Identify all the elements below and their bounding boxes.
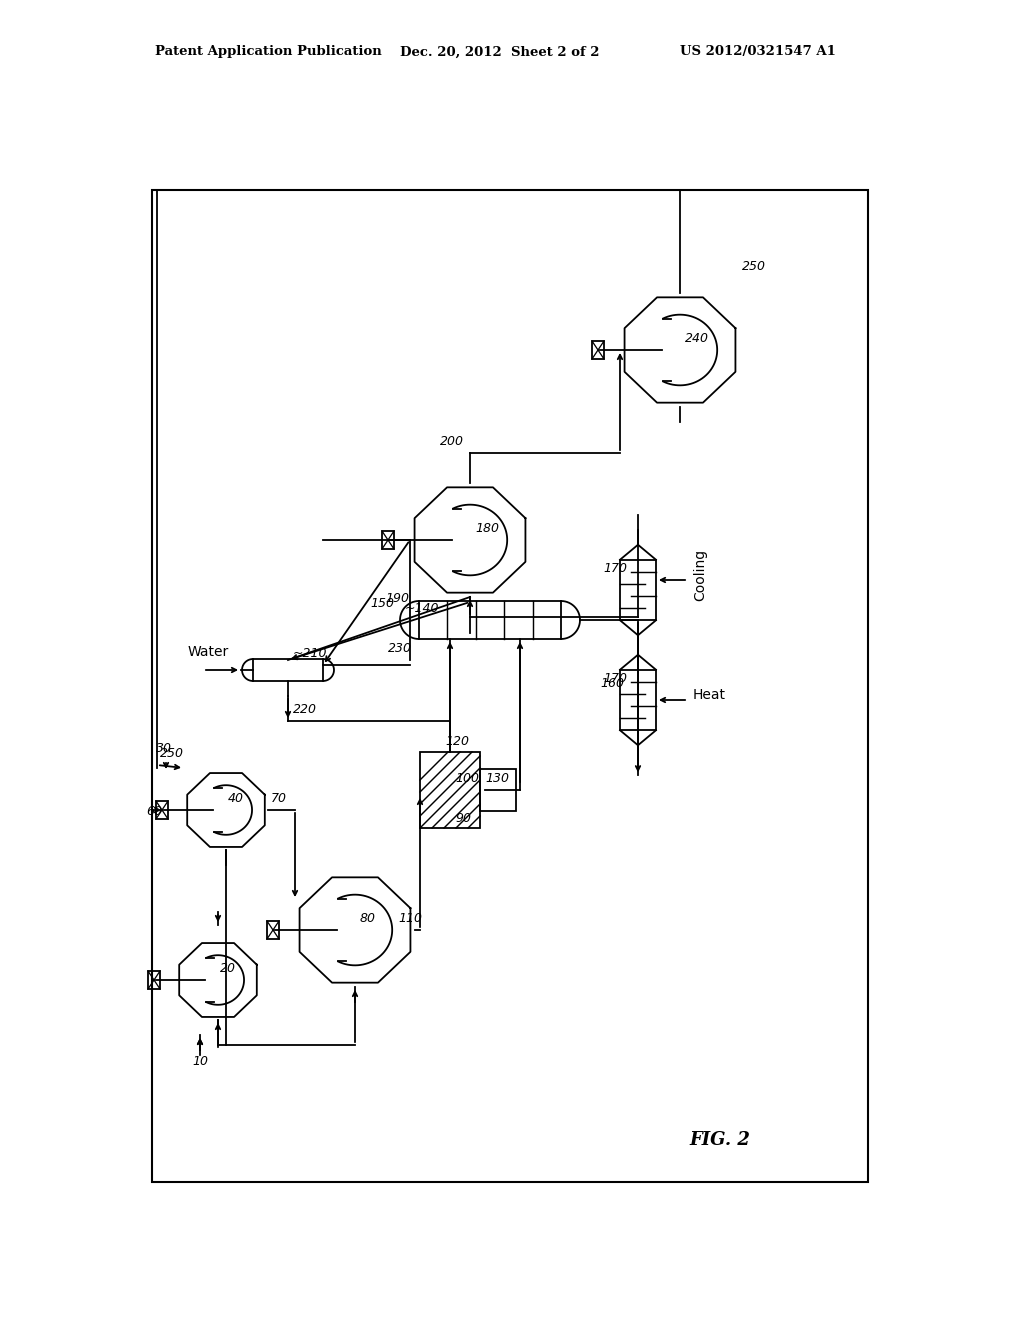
Bar xyxy=(156,801,168,818)
Bar xyxy=(620,669,656,730)
Text: Patent Application Publication: Patent Application Publication xyxy=(155,45,382,58)
Text: ~210: ~210 xyxy=(293,647,328,660)
Text: Dec. 20, 2012  Sheet 2 of 2: Dec. 20, 2012 Sheet 2 of 2 xyxy=(400,45,599,58)
Bar xyxy=(152,190,868,1181)
Text: 130: 130 xyxy=(485,772,509,785)
Text: 250: 250 xyxy=(742,260,766,273)
Text: 10: 10 xyxy=(193,1055,208,1068)
Text: US 2012/0321547 A1: US 2012/0321547 A1 xyxy=(680,45,836,58)
Text: FIG. 2: FIG. 2 xyxy=(689,1131,751,1148)
Text: 40: 40 xyxy=(228,792,244,805)
Text: 150: 150 xyxy=(370,597,394,610)
Text: 160: 160 xyxy=(600,677,624,690)
Text: 190: 190 xyxy=(385,591,409,605)
Text: 170: 170 xyxy=(603,562,627,576)
Text: 240: 240 xyxy=(685,333,709,345)
Text: 170: 170 xyxy=(603,672,627,685)
Bar xyxy=(267,921,279,939)
Text: 20: 20 xyxy=(220,962,236,975)
Bar xyxy=(420,752,480,828)
Text: 230: 230 xyxy=(388,642,412,655)
Text: Water: Water xyxy=(188,645,229,659)
Bar xyxy=(148,972,160,989)
Text: 220: 220 xyxy=(293,704,317,715)
Text: ~140: ~140 xyxy=(406,602,439,615)
Text: 60: 60 xyxy=(146,805,162,818)
Text: Heat: Heat xyxy=(693,688,726,702)
Text: 180: 180 xyxy=(475,521,499,535)
Text: 30: 30 xyxy=(156,742,172,755)
Text: 100: 100 xyxy=(455,772,479,785)
Bar xyxy=(419,601,561,639)
Text: Cooling: Cooling xyxy=(693,549,707,601)
Bar xyxy=(480,770,516,810)
Text: 250: 250 xyxy=(160,747,184,760)
Text: 110: 110 xyxy=(398,912,422,925)
Text: 200: 200 xyxy=(440,436,464,447)
Text: 90: 90 xyxy=(455,812,471,825)
Bar xyxy=(253,659,323,681)
Text: 70: 70 xyxy=(271,792,287,805)
Text: 120: 120 xyxy=(445,735,469,748)
Bar xyxy=(592,341,604,359)
Bar xyxy=(620,560,656,620)
Bar xyxy=(382,531,394,549)
Text: 80: 80 xyxy=(360,912,376,925)
